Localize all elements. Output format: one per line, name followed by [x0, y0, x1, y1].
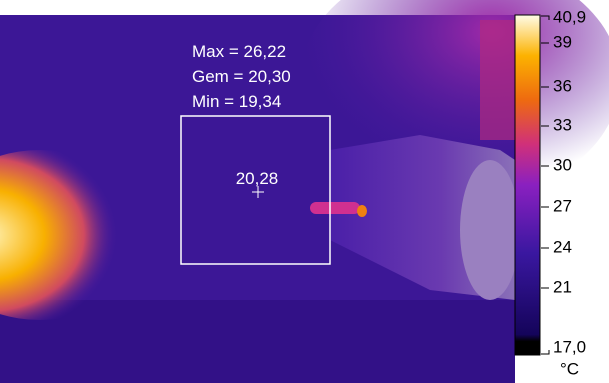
- hot-spot: [357, 205, 367, 217]
- scale-top: 40,9: [553, 7, 586, 26]
- tick-label: 33: [553, 115, 572, 134]
- page: Max = 26,22 Gem = 20,30 Min = 19,34 20,2…: [0, 0, 609, 383]
- tick-label: 21: [553, 277, 572, 296]
- center-value: 20,28: [236, 169, 279, 188]
- scale-bottom: 17,0: [553, 337, 586, 356]
- max-label: Max = 26,22: [192, 42, 286, 61]
- avg-label: Gem = 20,30: [192, 67, 291, 86]
- color-scale: [515, 15, 540, 355]
- thermal-view: Max = 26,22 Gem = 20,30 Min = 19,34 20,2…: [0, 0, 609, 383]
- tick-label: 30: [553, 155, 572, 174]
- min-label: Min = 19,34: [192, 92, 281, 111]
- scale-unit: °C: [560, 359, 579, 378]
- tick-label: 39: [553, 32, 572, 51]
- tick-label: 24: [553, 237, 572, 256]
- cylinder-end: [460, 160, 520, 300]
- tick-label: 27: [553, 196, 572, 215]
- warm-edge: [480, 20, 515, 140]
- tick-label: 36: [553, 76, 572, 95]
- hot-line: [310, 202, 360, 214]
